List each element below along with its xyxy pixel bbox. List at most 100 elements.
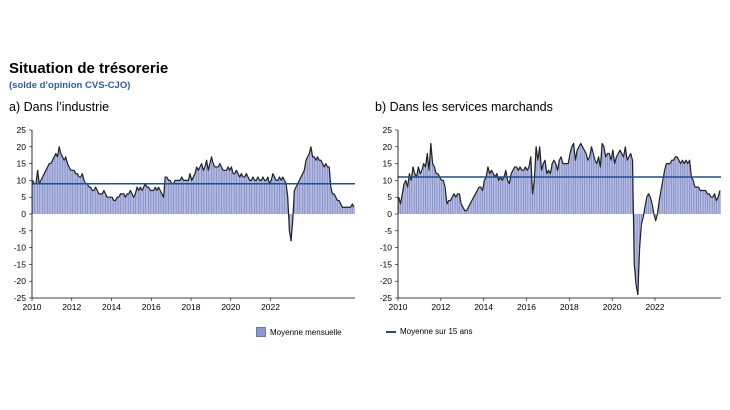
data-bar — [214, 166, 216, 214]
data-bar — [159, 190, 161, 214]
data-bar — [505, 170, 507, 214]
data-bar — [234, 173, 236, 214]
data-bar — [528, 166, 530, 214]
data-bar — [244, 177, 246, 214]
data-bar — [494, 177, 496, 214]
data-bar — [422, 163, 425, 214]
data-bar — [93, 190, 95, 214]
data-bar — [467, 207, 470, 214]
data-bar — [410, 180, 412, 214]
data-bar — [531, 193, 534, 214]
data-bar — [542, 163, 544, 214]
data-bar — [146, 187, 148, 214]
data-bar — [601, 143, 603, 214]
data-bar — [144, 183, 146, 214]
data-bar — [510, 173, 512, 214]
data-bar — [476, 190, 478, 214]
data-bar — [580, 143, 582, 214]
data-bar — [465, 210, 468, 214]
data-bar — [447, 200, 450, 214]
data-bar — [133, 197, 135, 214]
y-tick-label: -25 — [14, 293, 27, 303]
y-tick-label: 20 — [17, 142, 27, 152]
data-bar — [522, 170, 525, 214]
data-bar — [710, 197, 712, 214]
data-bar — [78, 177, 80, 214]
data-bar — [590, 146, 593, 214]
data-bar — [458, 193, 461, 214]
x-tick-label: 2012 — [62, 302, 81, 312]
data-bar — [592, 153, 594, 214]
data-bar — [278, 177, 281, 214]
data-bar — [671, 160, 673, 214]
data-bar — [232, 173, 234, 214]
data-bar — [121, 193, 123, 214]
data-bar — [471, 200, 473, 214]
data-bar — [658, 200, 660, 214]
data-bar — [116, 197, 118, 214]
data-bar — [300, 177, 302, 214]
data-bar — [667, 163, 669, 214]
data-bar — [99, 193, 102, 214]
data-bar — [594, 160, 596, 214]
data-bar — [540, 170, 543, 214]
data-bar — [624, 146, 627, 214]
data-bar — [503, 177, 505, 214]
data-bar — [114, 200, 117, 214]
data-bar — [85, 183, 87, 214]
data-bar — [242, 177, 244, 214]
data-bar — [119, 193, 122, 214]
data-bar — [613, 163, 616, 214]
data-bar — [106, 197, 108, 214]
data-bar — [417, 166, 420, 214]
data-bar — [588, 156, 591, 214]
data-bar — [73, 170, 75, 214]
data-bar — [263, 180, 266, 214]
data-bar — [303, 170, 305, 214]
data-bar — [252, 177, 254, 214]
data-bar — [563, 163, 566, 214]
data-bar — [708, 193, 710, 214]
data-bar — [497, 180, 500, 214]
data-bar — [662, 180, 664, 214]
data-bar — [401, 193, 403, 214]
y-tick-label: -20 — [14, 276, 27, 286]
data-bar — [549, 173, 552, 214]
y-tick-label: 5 — [21, 192, 26, 202]
data-bar — [152, 190, 155, 214]
data-bar — [179, 180, 181, 214]
data-bar — [275, 180, 277, 214]
y-tick-label: -5 — [384, 226, 392, 236]
data-bar — [483, 180, 486, 214]
data-bar — [229, 170, 231, 214]
data-bar — [169, 180, 171, 214]
data-bar — [501, 180, 503, 214]
data-bar — [33, 183, 35, 214]
data-bar — [587, 160, 589, 214]
chart-b-title: b) Dans les services marchands — [375, 100, 553, 114]
data-bar — [207, 170, 209, 214]
data-bar — [151, 190, 153, 214]
data-bar — [398, 197, 400, 214]
data-bar — [227, 166, 229, 214]
data-bar — [489, 173, 491, 214]
data-bar — [701, 190, 703, 214]
data-bar — [672, 160, 675, 214]
data-bar — [419, 173, 421, 214]
data-bar — [517, 170, 519, 214]
data-bar — [124, 197, 127, 214]
data-bar — [38, 183, 40, 214]
data-bar — [343, 207, 345, 214]
data-bar — [32, 180, 34, 214]
data-bar — [189, 173, 191, 214]
data-bar — [519, 166, 521, 214]
data-bar — [472, 197, 475, 214]
data-bar — [451, 197, 453, 214]
data-bar — [555, 163, 557, 214]
data-bar — [615, 156, 618, 214]
data-bar — [406, 187, 409, 214]
data-bar — [273, 177, 276, 214]
legend-average-label: Moyenne sur 15 ans — [400, 327, 473, 336]
data-bar — [311, 156, 314, 214]
data-bar — [138, 190, 140, 214]
